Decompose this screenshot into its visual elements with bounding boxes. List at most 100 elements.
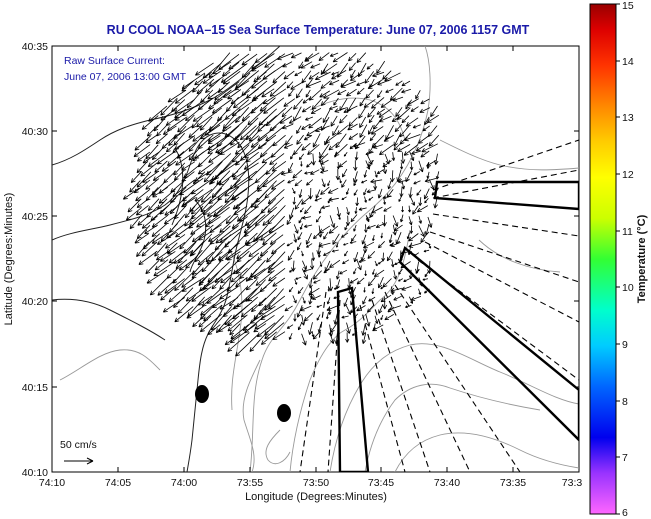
- current-vector: [136, 160, 149, 174]
- x-tick-label: 73:40: [434, 477, 460, 489]
- current-vector: [319, 90, 331, 98]
- x-tick-label: 74:00: [171, 477, 197, 489]
- current-vector: [156, 231, 177, 245]
- current-vector: [343, 152, 348, 157]
- colorbar-tick-label: 15: [622, 0, 634, 12]
- current-vector: [296, 305, 303, 318]
- current-vector: [372, 71, 385, 78]
- current-vector: [323, 251, 331, 256]
- current-vector: [404, 134, 421, 142]
- current-vector: [390, 170, 395, 183]
- current-vector: [145, 144, 159, 160]
- current-vector: [299, 207, 304, 213]
- current-vector: [314, 197, 322, 202]
- current-vector: [413, 171, 420, 176]
- current-vector: [218, 250, 232, 262]
- current-vector: [194, 188, 213, 202]
- current-vector: [174, 99, 195, 114]
- current-vector: [344, 250, 348, 257]
- current-vector: [408, 233, 419, 242]
- current-vector: [292, 197, 296, 205]
- current-vector: [308, 294, 313, 305]
- current-vector: [340, 80, 357, 88]
- current-vector: [212, 295, 231, 309]
- current-vector: [302, 215, 311, 220]
- current-vector: [416, 189, 422, 196]
- current-vector: [294, 198, 303, 210]
- current-vector: [136, 151, 151, 162]
- current-vector: [328, 197, 339, 202]
- current-vector: [358, 207, 367, 211]
- current-vector: [282, 61, 293, 68]
- current-vector: [342, 168, 348, 178]
- current-vector: [314, 71, 331, 80]
- current-vector: [350, 70, 365, 81]
- current-vector: [400, 214, 404, 223]
- current-vector: [394, 224, 403, 232]
- current-vector: [318, 52, 330, 61]
- current-vector: [281, 123, 294, 130]
- current-vector: [366, 63, 374, 70]
- current-vector: [247, 107, 267, 126]
- current-vector: [424, 270, 430, 278]
- current-vector: [362, 296, 367, 305]
- current-vector: [396, 169, 402, 182]
- current-vector: [366, 224, 376, 230]
- current-vector: [323, 268, 331, 274]
- current-vector: [271, 242, 285, 255]
- current-vector: [292, 169, 303, 179]
- current-vector: [290, 81, 305, 90]
- colorbar-tick-labels: 15 14 13 12 11 10 9 8 7 6: [622, 0, 634, 519]
- current-vector: [212, 196, 240, 218]
- current-vector: [134, 233, 149, 244]
- current-vector: [401, 180, 405, 190]
- x-tick-label: 73:35: [500, 477, 526, 489]
- current-vector: [147, 198, 160, 211]
- current-vector: [345, 188, 350, 195]
- current-vector: [261, 88, 275, 98]
- current-vector: [374, 315, 379, 324]
- current-vector: [266, 250, 277, 263]
- current-vector: [312, 270, 322, 280]
- current-vector: [387, 180, 392, 190]
- current-vector: [285, 135, 293, 146]
- current-vector: [272, 71, 286, 84]
- current-vector: [316, 314, 321, 321]
- current-vector: [200, 187, 223, 213]
- current-vector: [298, 216, 303, 224]
- current-vector: [245, 278, 258, 291]
- current-vector: [308, 71, 320, 80]
- current-vector: [372, 269, 375, 275]
- current-vector: [390, 242, 401, 247]
- current-vector: [365, 215, 374, 220]
- current-vector: [374, 260, 378, 267]
- current-vector: [167, 89, 187, 103]
- current-vector: [409, 161, 414, 171]
- current-vector: [293, 313, 297, 322]
- current-vector: [313, 231, 321, 240]
- current-vector: [271, 160, 287, 172]
- current-vector: [162, 297, 186, 313]
- current-vector: [348, 62, 356, 71]
- current-vector: [159, 251, 176, 262]
- current-vector: [222, 304, 239, 317]
- current-vector: [426, 114, 440, 123]
- current-vector: [135, 188, 151, 202]
- current-vector: [174, 306, 194, 323]
- current-vector: [298, 153, 305, 161]
- current-vector: [348, 53, 357, 62]
- current-vector: [372, 234, 375, 242]
- current-vector: [395, 80, 403, 86]
- current-vector: [164, 206, 178, 216]
- current-vector: [326, 305, 339, 311]
- current-vector: [378, 108, 392, 118]
- current-vector: [335, 242, 339, 248]
- current-vector: [415, 142, 429, 152]
- current-vector: [418, 197, 423, 207]
- current-vector: [196, 78, 215, 95]
- current-vector: [208, 186, 232, 204]
- current-vector: [367, 277, 376, 287]
- current-vector: [356, 81, 366, 86]
- current-vector: [157, 278, 177, 296]
- current-vector: [197, 162, 214, 175]
